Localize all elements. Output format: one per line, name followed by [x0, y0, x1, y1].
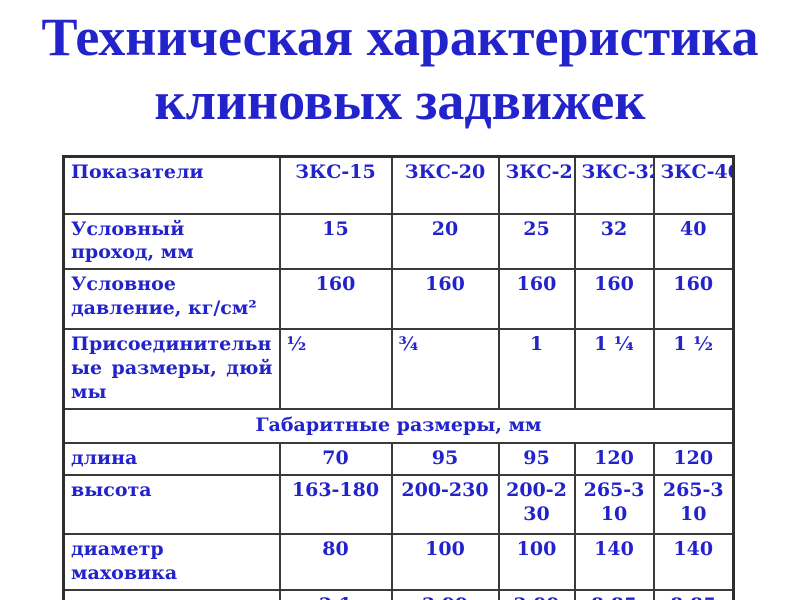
table-cell: 200-230 [497, 474, 576, 536]
table-cell: 1 ¼ [573, 328, 655, 411]
table-cell: 95 [390, 442, 500, 477]
column-header-zks15: ЗКС-15 [278, 155, 393, 215]
table-row-diametr-mahovika: диаметр маховика 80 100 100 140 140 [62, 533, 735, 591]
table-cell: 3,99 [497, 589, 576, 600]
table-cell: 25 [497, 212, 576, 271]
table-row-massa: масса, кг 2,1 3,99 3,99 8,85 8,85 [62, 589, 735, 600]
table-cell: 120 [573, 442, 655, 477]
row-label: Условный проход, мм [62, 212, 281, 271]
table-cell: 15 [278, 212, 393, 271]
row-label: длина [62, 442, 281, 477]
row-label: Условное давление, кг/см² [62, 268, 281, 331]
table-row-dlina: длина 70 95 95 120 120 [62, 442, 735, 477]
table-cell: 160 [278, 268, 393, 331]
table-cell: ½ [278, 328, 393, 411]
column-header-zks32: ЗКС-32 [573, 155, 655, 215]
row-label: Присоединительные размеры, дюймы [62, 328, 281, 411]
table-cell: 20 [390, 212, 500, 271]
table-cell: 160 [573, 268, 655, 331]
table-cell: 95 [497, 442, 576, 477]
table-row-uslovnoe-davlenie: Условное давление, кг/см² 160 160 160 16… [62, 268, 735, 331]
table-cell: 40 [652, 212, 735, 271]
table-cell: 100 [390, 533, 500, 591]
table-row-vysota: высота 163-180 200-230 200-230 265-310 2… [62, 474, 735, 536]
column-header-pokazateli: Показатели [62, 155, 281, 215]
column-header-zks25: ЗКС-25 [497, 155, 576, 215]
table-cell: 160 [497, 268, 576, 331]
table-cell: 2,1 [278, 589, 393, 600]
table-cell: 160 [390, 268, 500, 331]
table-cell: 140 [573, 533, 655, 591]
table-cell: 1 [497, 328, 576, 411]
table-cell: 80 [278, 533, 393, 591]
table-cell: 3,99 [390, 589, 500, 600]
row-label: диаметр маховика [62, 533, 281, 591]
table-cell: ¾ [390, 328, 500, 411]
table-cell: 120 [652, 442, 735, 477]
table-header-row: Показатели ЗКС-15 ЗКС-20 ЗКС-25 ЗКС-32 З… [62, 155, 735, 215]
table-cell: 70 [278, 442, 393, 477]
row-label: масса, кг [62, 589, 281, 600]
spec-table: Показатели ЗКС-15 ЗКС-20 ЗКС-25 ЗКС-32 З… [62, 155, 735, 600]
table-cell: 8,85 [573, 589, 655, 600]
table-cell: 100 [497, 533, 576, 591]
table-cell: 1 ½ [652, 328, 735, 411]
table-cell: 140 [652, 533, 735, 591]
column-header-zks40: ЗКС-40 [652, 155, 735, 215]
table-section-row-gabaritnye-razmery: Габаритные размеры, мм [62, 408, 735, 445]
table-cell: 200-230 [390, 474, 500, 536]
column-header-zks20: ЗКС-20 [390, 155, 500, 215]
table-cell: 265-310 [652, 474, 735, 536]
table-row-prisoedinitelnye-razmery: Присоединительные размеры, дюймы ½ ¾ 1 1… [62, 328, 735, 411]
table-cell: 160 [652, 268, 735, 331]
page-title: Техническая характеристика клиновых задв… [41, 7, 759, 131]
table-row-uslovny-prohod: Условный проход, мм 15 20 25 32 40 [62, 212, 735, 271]
table-cell: 163-180 [278, 474, 393, 536]
table-cell: 8,85 [652, 589, 735, 600]
table-cell: 32 [573, 212, 655, 271]
row-label: высота [62, 474, 281, 536]
section-header: Габаритные размеры, мм [62, 408, 735, 445]
table-cell: 265-310 [573, 474, 655, 536]
